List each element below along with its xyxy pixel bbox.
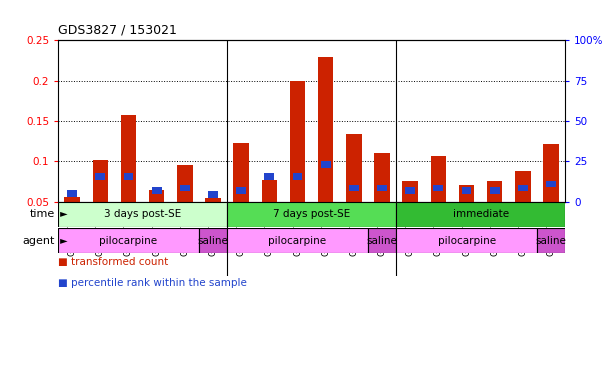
Bar [177, 166, 192, 202]
Text: GSM367546: GSM367546 [434, 205, 443, 257]
Bar [227, 228, 368, 253]
Text: GSM367541: GSM367541 [349, 205, 359, 256]
Bar [64, 197, 80, 202]
Text: GSM367549: GSM367549 [490, 205, 499, 256]
Text: ■ percentile rank within the sample: ■ percentile rank within the sample [58, 278, 247, 288]
Bar [515, 171, 531, 202]
Bar [123, 174, 133, 180]
Bar [293, 174, 302, 180]
Text: GSM367719: GSM367719 [378, 205, 387, 257]
Bar [543, 144, 559, 202]
Bar [236, 187, 246, 194]
Text: GSM367721: GSM367721 [547, 205, 555, 257]
Bar [58, 228, 199, 253]
Bar [346, 134, 362, 202]
Text: pilocarpine: pilocarpine [437, 236, 496, 246]
Text: GSM367539: GSM367539 [293, 205, 302, 257]
Bar [290, 81, 306, 202]
Bar [396, 202, 565, 227]
Text: saline: saline [536, 236, 566, 246]
Bar [546, 180, 556, 187]
Bar [233, 143, 249, 202]
Text: ■ transformed count: ■ transformed count [58, 257, 168, 267]
Bar [518, 185, 528, 191]
Text: GSM367540: GSM367540 [321, 205, 330, 256]
Bar [92, 161, 108, 202]
Bar [490, 187, 500, 194]
Bar [375, 153, 390, 202]
Bar [262, 180, 277, 202]
Text: GSM367532: GSM367532 [152, 205, 161, 257]
Text: 7 days post-SE: 7 days post-SE [273, 209, 350, 219]
Text: saline: saline [197, 236, 229, 246]
Text: GSM367545: GSM367545 [406, 205, 415, 256]
Text: GDS3827 / 153021: GDS3827 / 153021 [58, 23, 177, 36]
Bar [349, 185, 359, 191]
Bar [321, 161, 331, 168]
Text: ►: ► [57, 209, 68, 219]
Bar [431, 156, 446, 202]
Text: GSM367551: GSM367551 [518, 205, 527, 256]
Text: GSM367528: GSM367528 [96, 205, 105, 257]
Text: GSM367531: GSM367531 [124, 205, 133, 257]
Text: pilocarpine: pilocarpine [100, 236, 158, 246]
Bar [403, 182, 418, 202]
Bar [487, 182, 502, 202]
Bar [95, 174, 105, 180]
Bar [121, 114, 136, 202]
Text: pilocarpine: pilocarpine [268, 236, 327, 246]
Text: time: time [30, 209, 55, 219]
Bar [462, 187, 472, 194]
Bar [396, 228, 537, 253]
Text: GSM367534: GSM367534 [180, 205, 189, 257]
Bar [459, 185, 474, 202]
Bar [265, 174, 274, 180]
Bar [67, 190, 77, 197]
Bar [433, 185, 444, 191]
Bar [405, 187, 415, 194]
Text: 3 days post-SE: 3 days post-SE [104, 209, 181, 219]
Text: agent: agent [23, 236, 55, 246]
Bar [149, 190, 164, 202]
Text: GSM367718: GSM367718 [208, 205, 218, 257]
Bar [537, 228, 565, 253]
Bar [180, 185, 190, 191]
Bar [318, 57, 334, 202]
Bar [152, 187, 161, 194]
Text: GSM367527: GSM367527 [68, 205, 76, 257]
Text: saline: saline [367, 236, 398, 246]
Text: GSM367538: GSM367538 [265, 205, 274, 257]
Text: GSM367548: GSM367548 [462, 205, 471, 257]
Bar [208, 191, 218, 198]
Bar [368, 228, 396, 253]
Bar [58, 202, 227, 227]
Text: GSM367536: GSM367536 [236, 205, 246, 257]
Text: immediate: immediate [453, 209, 509, 219]
Bar [377, 185, 387, 191]
Bar [227, 202, 396, 227]
Bar [205, 199, 221, 202]
Bar [199, 228, 227, 253]
Text: ►: ► [57, 236, 68, 246]
